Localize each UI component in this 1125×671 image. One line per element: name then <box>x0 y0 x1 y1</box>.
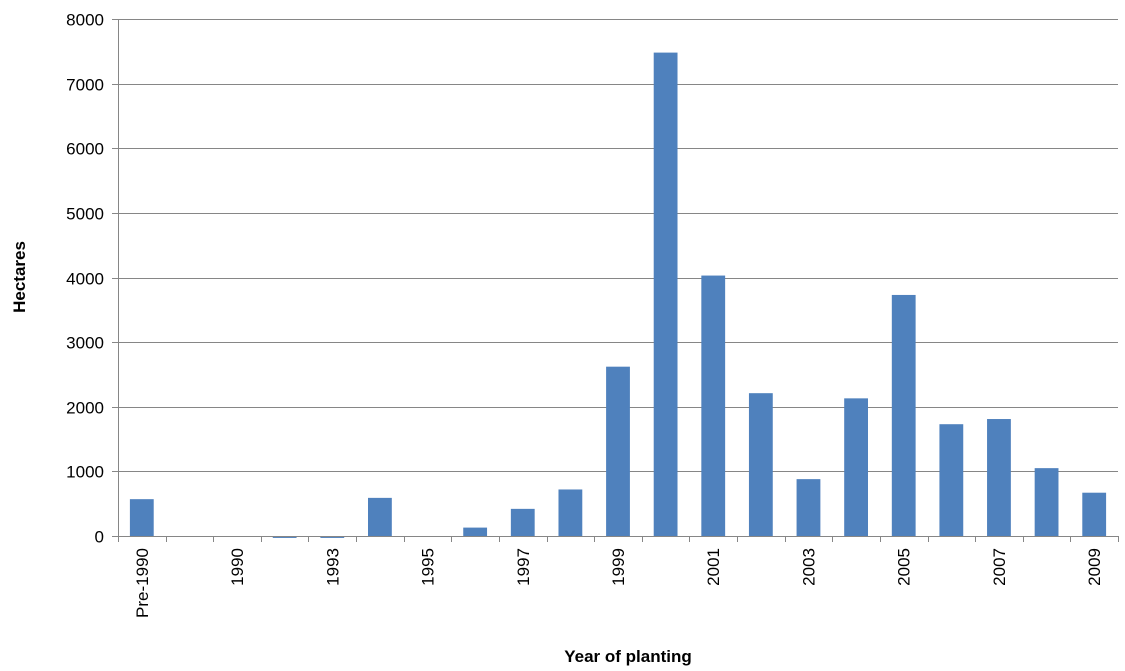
y-tick-label: 8000 <box>66 11 104 30</box>
y-tick-label: 1000 <box>66 463 104 482</box>
y-tick-label: 7000 <box>66 76 104 95</box>
y-tick-label: 5000 <box>66 205 104 224</box>
x-tick-label: 1993 <box>323 548 342 586</box>
x-tick-labels: Pre-1990 1990 1993 1995 1997 1999 2001 2003 2005… <box>133 548 1104 618</box>
bar <box>606 366 630 536</box>
y-tick-labels: 0 1000 2000 3000 4000 5000 6000 7000 8000 <box>66 11 104 547</box>
bars <box>129 52 1107 538</box>
bar <box>510 508 535 536</box>
bar <box>987 419 1011 536</box>
y-tick-label: 2000 <box>66 399 104 418</box>
x-tick-label: 2001 <box>704 548 723 586</box>
bar <box>368 497 392 536</box>
bar <box>701 275 726 536</box>
x-tick-label: 2005 <box>895 548 914 586</box>
bar <box>129 499 154 536</box>
bar <box>939 424 964 536</box>
x-tick-label: 1997 <box>514 548 533 586</box>
x-tick-label: 1995 <box>419 548 438 586</box>
y-axis-title: Hectares <box>10 241 29 313</box>
x-tick-label: Pre-1990 <box>133 548 152 618</box>
bar <box>463 527 488 536</box>
x-tick-label: 2007 <box>990 548 1009 586</box>
x-tick-label: 2003 <box>799 548 818 586</box>
bar <box>844 398 868 536</box>
bar <box>891 294 916 536</box>
y-tick-label: 4000 <box>66 270 104 289</box>
bar <box>1082 492 1107 536</box>
y-tick-label: 3000 <box>66 334 104 353</box>
x-tick-label: 1999 <box>609 548 628 586</box>
bar <box>558 489 583 536</box>
bar <box>748 393 773 536</box>
y-tick-label: 6000 <box>66 140 104 159</box>
bar <box>653 52 678 536</box>
x-tick-label: 2009 <box>1085 548 1104 586</box>
x-axis-title: Year of planting <box>564 647 692 666</box>
x-tick-label: 1990 <box>228 548 247 586</box>
gridlines <box>118 19 1118 472</box>
bar <box>796 479 821 536</box>
bar <box>1034 468 1059 536</box>
y-tick-label: 0 <box>95 528 104 547</box>
axes <box>112 19 1119 542</box>
